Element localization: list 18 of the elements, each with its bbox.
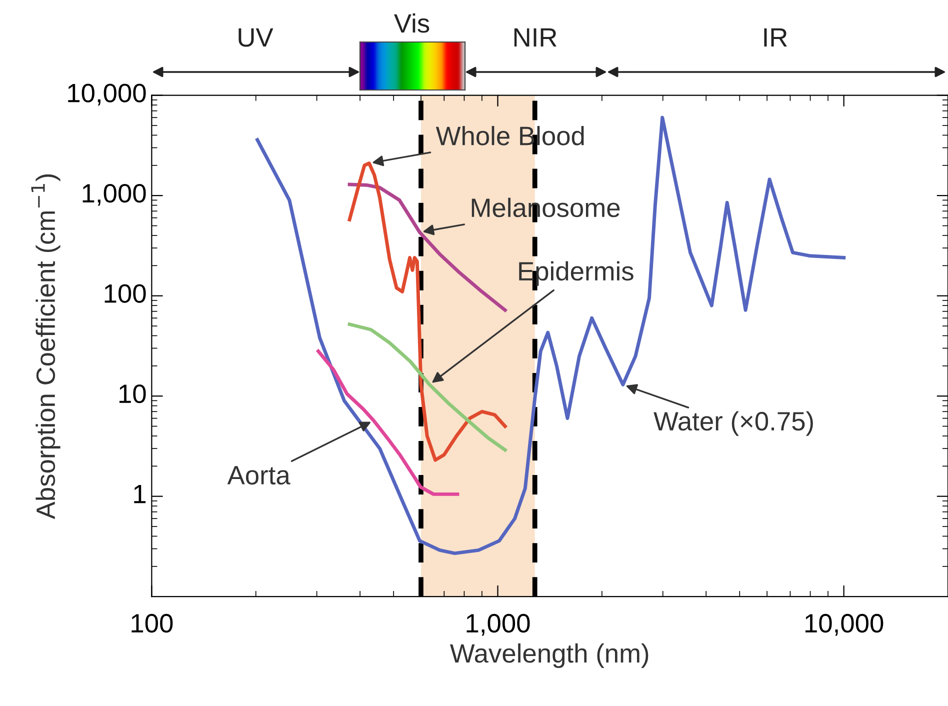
x-tick-label: 10,000	[805, 614, 884, 636]
y-tick-label: 10	[119, 384, 146, 404]
y-tick-label: 1	[134, 484, 146, 504]
annotation: Whole Blood	[436, 126, 584, 146]
text: Vis	[394, 13, 430, 33]
x-tick-label: 1,000	[466, 614, 530, 636]
text: UV	[238, 28, 274, 47]
y-tick-label: 10,000	[68, 84, 146, 106]
text: NIR	[514, 28, 556, 47]
y-tick-label: 100	[104, 284, 146, 303]
text: IR	[764, 28, 787, 47]
x-axis-title: Wavelength (nm)	[450, 643, 648, 668]
annotation: Water (×0.75)	[654, 411, 813, 436]
x-tick-label: 100	[132, 614, 173, 633]
y-tick-label: 1,000	[82, 184, 146, 206]
annotation: Epidermis	[519, 261, 634, 286]
annotation: Aorta	[227, 466, 290, 485]
y-axis-title: Absorption Coefficient (cm$^{−1}$)	[31, 174, 60, 520]
